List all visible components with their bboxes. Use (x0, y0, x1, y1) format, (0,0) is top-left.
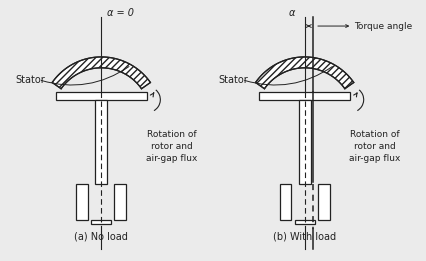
Polygon shape (56, 92, 147, 100)
Text: α = 0: α = 0 (107, 8, 134, 18)
Polygon shape (52, 57, 150, 89)
Text: (b) With load: (b) With load (273, 232, 336, 242)
Polygon shape (299, 100, 311, 184)
Polygon shape (295, 221, 315, 224)
Polygon shape (259, 92, 350, 100)
Text: Stator: Stator (219, 75, 248, 85)
Text: Rotation of
rotor and
air-gap flux: Rotation of rotor and air-gap flux (349, 130, 401, 163)
Polygon shape (95, 100, 107, 184)
Polygon shape (76, 184, 88, 221)
Polygon shape (91, 221, 111, 224)
Polygon shape (256, 57, 354, 89)
Text: (a) No load: (a) No load (75, 232, 128, 242)
Text: Stator: Stator (15, 75, 45, 85)
Text: Rotation of
rotor and
air-gap flux: Rotation of rotor and air-gap flux (146, 130, 197, 163)
Polygon shape (115, 184, 126, 221)
Polygon shape (318, 184, 330, 221)
Text: α: α (289, 8, 295, 18)
Polygon shape (279, 184, 291, 221)
Text: Torque angle: Torque angle (354, 22, 412, 31)
